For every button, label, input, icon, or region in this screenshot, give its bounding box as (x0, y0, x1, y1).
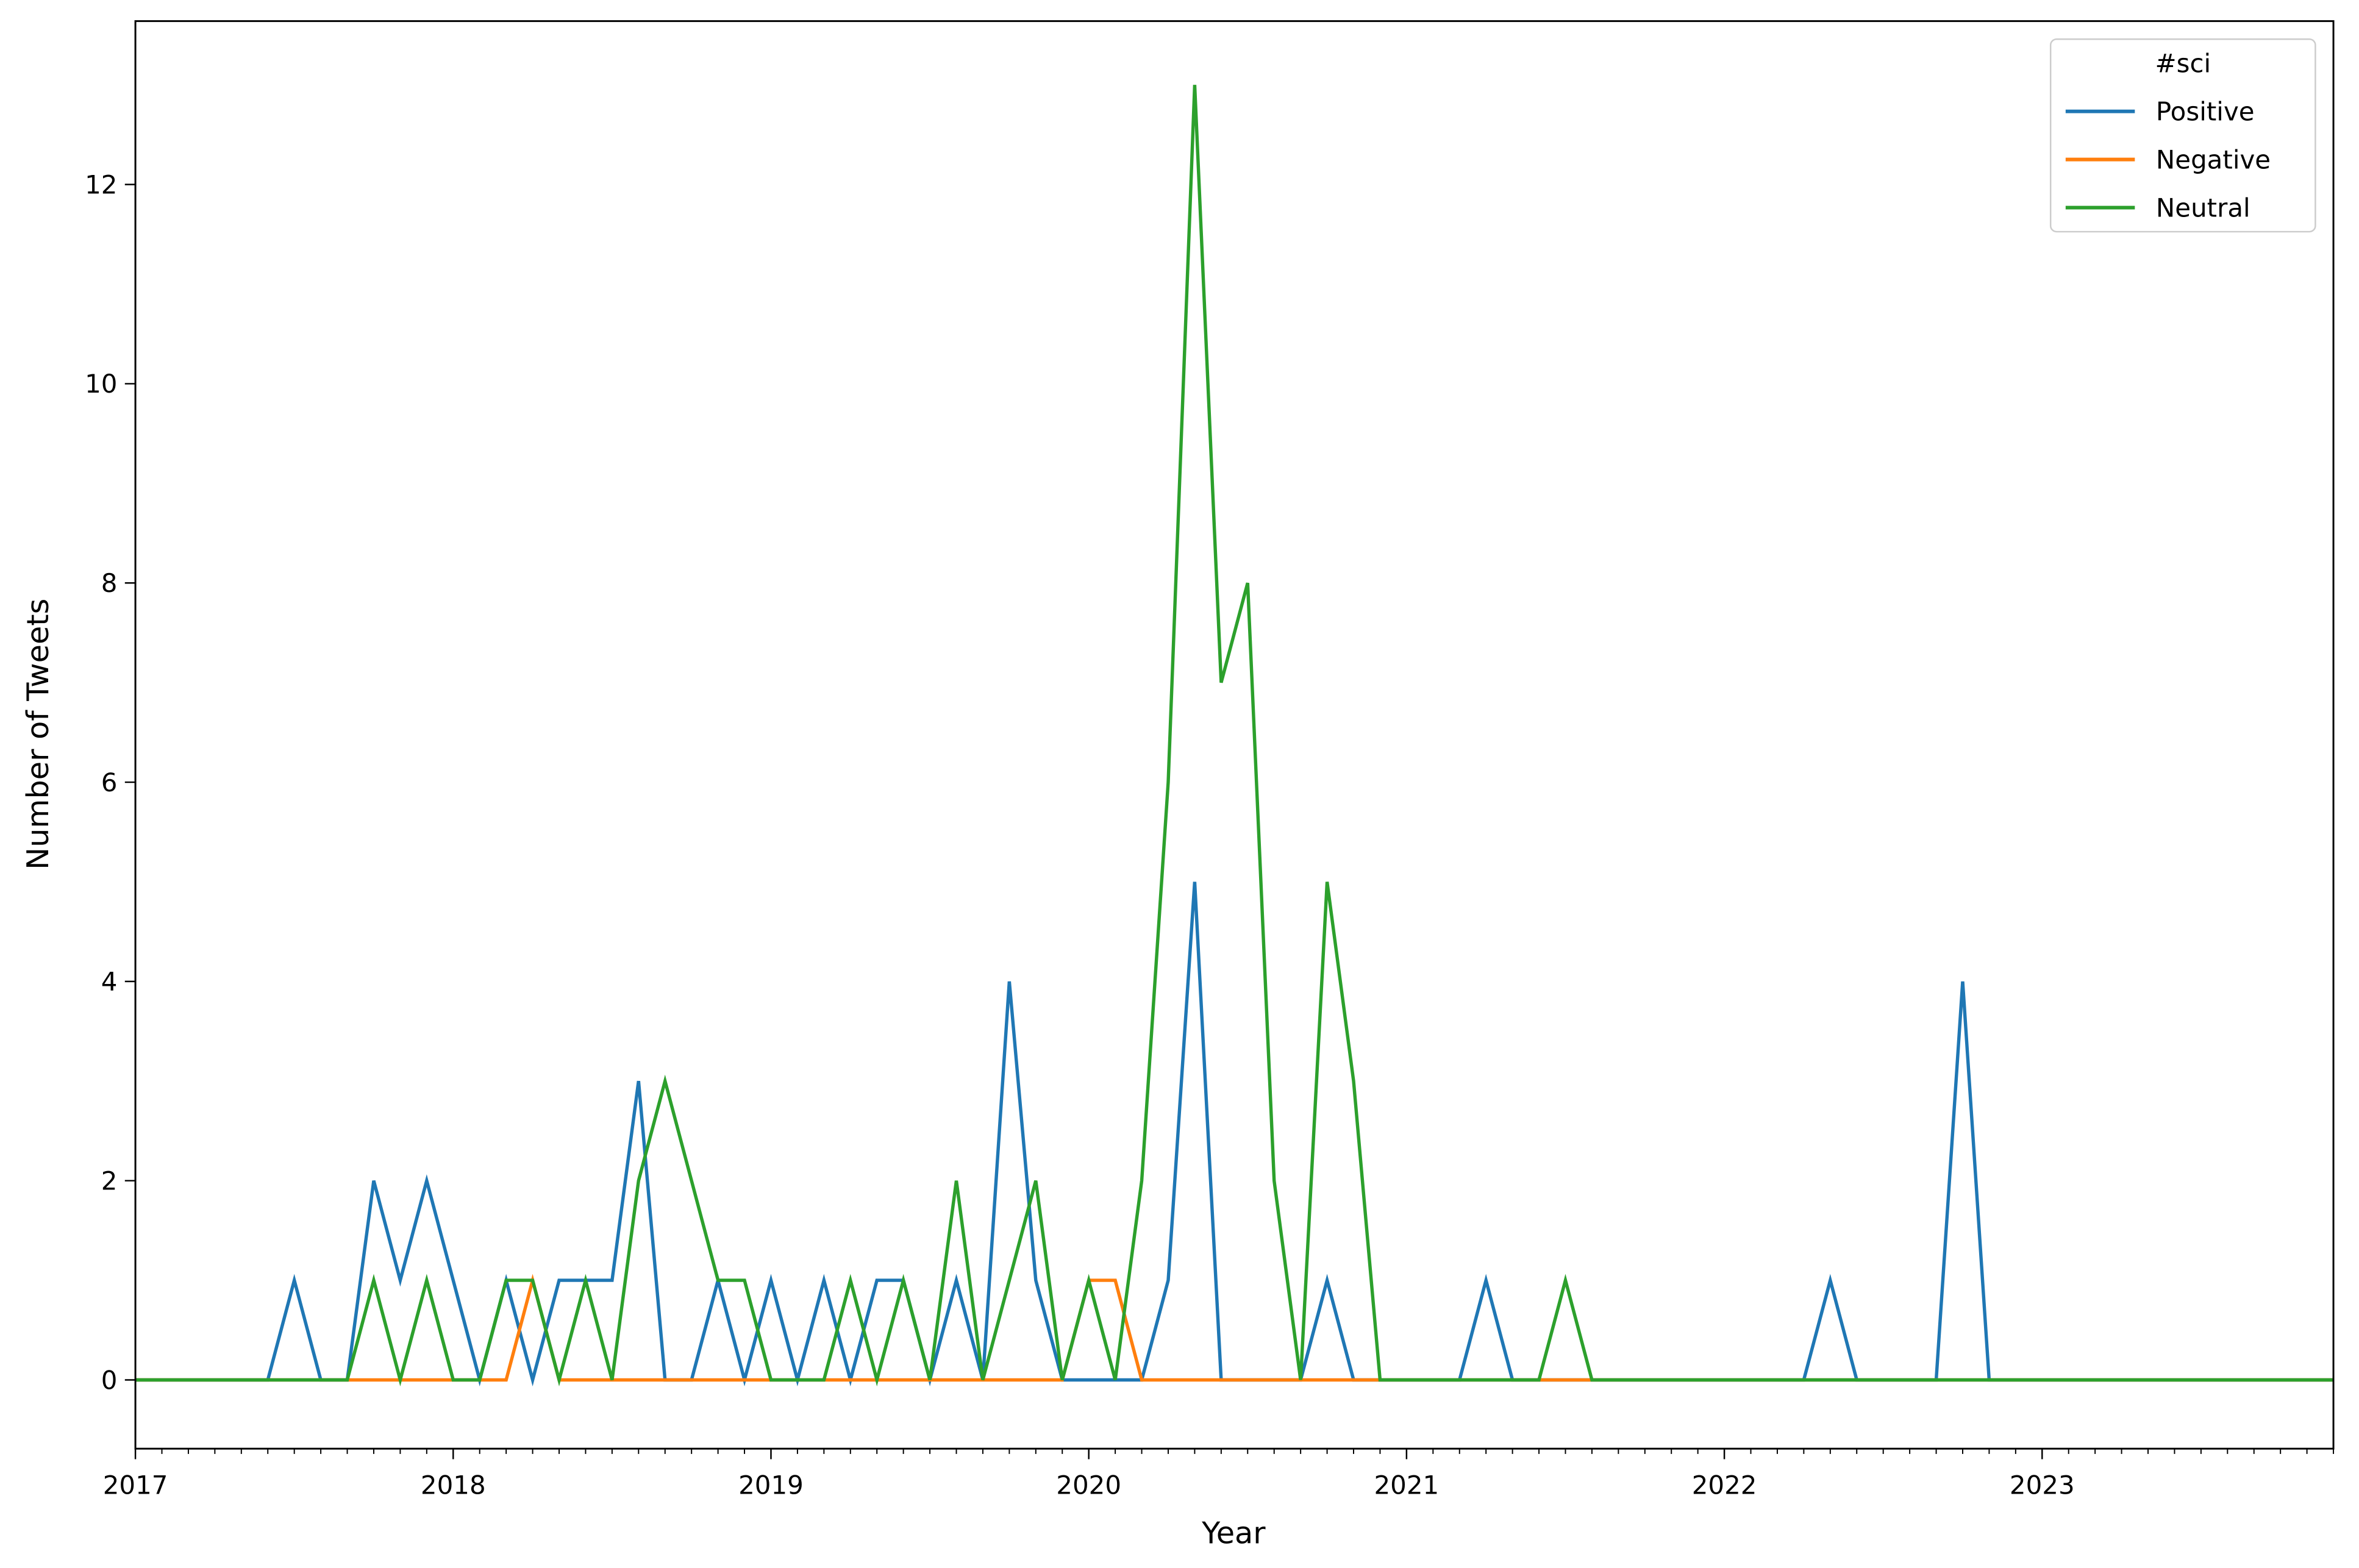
legend-box (2049, 38, 2316, 233)
y-tick-label: 2 (101, 1166, 118, 1196)
x-tick-label: 2023 (2010, 1470, 2075, 1500)
x-axis-label: Year (1201, 1516, 1266, 1551)
plot-frame (134, 20, 2335, 1450)
x-tick-label: 2018 (421, 1470, 486, 1500)
x-tick-label: 2019 (738, 1470, 804, 1500)
legend: #sci Positive Negative Neutral (2049, 38, 2316, 233)
y-tick-label: 6 (101, 768, 118, 797)
x-tick-label: 2022 (1692, 1470, 1757, 1500)
y-tick-label: 12 (85, 169, 117, 199)
x-tick-label: 2020 (1056, 1470, 1121, 1500)
x-tick-label: 2021 (1374, 1470, 1440, 1500)
y-tick-label: 4 (101, 967, 118, 997)
legend-title: #sci (2155, 49, 2211, 79)
series-line (135, 85, 2334, 1387)
legend-label: Neutral (2156, 193, 2250, 223)
legend-label: Positive (2156, 96, 2255, 126)
legend-label: Negative (2156, 144, 2271, 174)
y-tick-label: 0 (101, 1365, 118, 1395)
y-tick-label: 8 (101, 568, 118, 598)
y-axis-label: Number of Tweets (20, 599, 55, 870)
y-tick-label: 10 (85, 369, 117, 399)
x-tick-label: 2017 (103, 1470, 168, 1500)
